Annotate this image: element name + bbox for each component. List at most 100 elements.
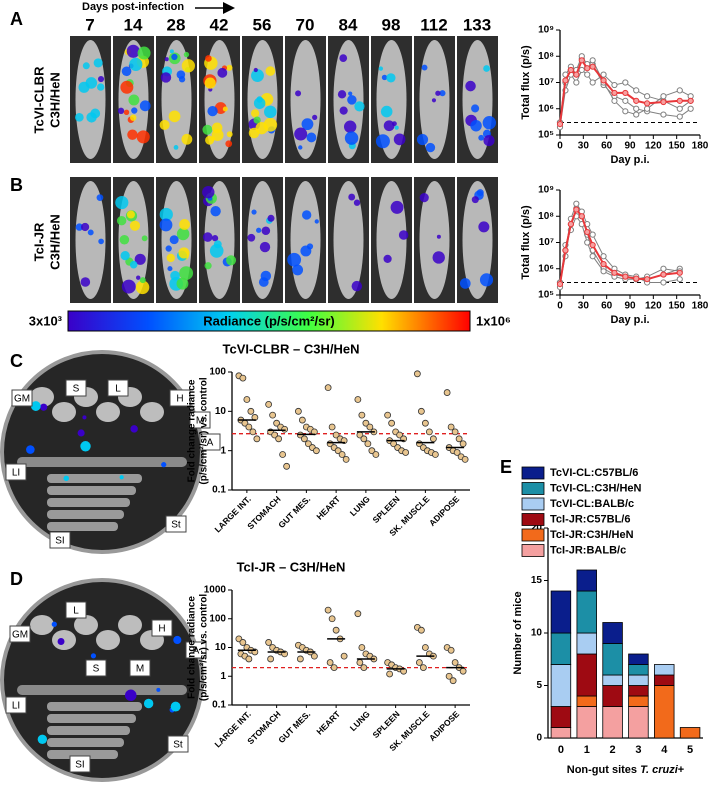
y-tick-label: 1	[220, 445, 226, 456]
signal-blob	[117, 107, 125, 114]
day-label: 28	[167, 15, 186, 34]
intestine	[47, 738, 124, 747]
point	[453, 449, 461, 456]
signal-blob	[205, 135, 215, 145]
signal-blob	[136, 275, 141, 280]
organ-label: GM	[14, 394, 30, 405]
signal-blob	[251, 209, 257, 215]
point	[354, 610, 362, 618]
signal-blob	[202, 185, 215, 199]
signal-blob	[459, 278, 471, 289]
intestine	[47, 714, 136, 723]
signal-blob	[432, 251, 445, 264]
signal-blob	[381, 74, 388, 81]
signal-blob	[156, 687, 161, 692]
point	[584, 228, 591, 236]
point	[388, 419, 396, 427]
signal-blob	[126, 210, 135, 219]
legend-swatch	[521, 544, 545, 557]
point	[245, 423, 253, 431]
signal-blob	[63, 475, 70, 482]
x-tick-label: 120	[645, 141, 662, 152]
y-tick-label: 10⁶	[538, 263, 554, 274]
bar-segment	[602, 706, 623, 739]
point	[676, 269, 683, 276]
point	[687, 105, 694, 112]
bar-segment	[628, 685, 649, 697]
signal-blob	[394, 125, 399, 130]
point	[342, 455, 350, 463]
signal-blob	[173, 145, 179, 150]
point	[573, 200, 580, 207]
panel-label: D	[10, 569, 23, 589]
x-axis-label: Non-gut sites T. cruzi+	[567, 764, 684, 776]
point	[267, 655, 275, 663]
x-tick-label: LARGE INT.	[212, 494, 252, 534]
organ-label-box	[185, 641, 207, 659]
point	[296, 655, 304, 663]
signal-blob	[483, 135, 495, 147]
colorbar-min: 3x10³	[29, 313, 63, 328]
mouse-body	[75, 40, 106, 159]
signal-blob	[471, 196, 479, 204]
signal-blob	[137, 46, 151, 60]
signal-blob	[130, 425, 138, 433]
point	[562, 77, 569, 84]
signal-blob	[98, 238, 104, 245]
point	[676, 113, 683, 120]
organ-label: M	[196, 416, 204, 427]
point	[611, 89, 618, 97]
signal-blob	[435, 90, 441, 96]
point	[660, 98, 667, 106]
panel-label: B	[10, 175, 23, 195]
point	[622, 89, 629, 97]
bar-segment	[654, 664, 675, 676]
signal-blob	[478, 221, 490, 233]
point	[562, 247, 569, 254]
panel-label: C	[10, 351, 23, 371]
signal-blob	[26, 445, 35, 454]
signal-blob	[164, 57, 169, 62]
signal-blob	[171, 53, 178, 61]
x-tick-label: 0	[557, 141, 563, 152]
bar-segment	[628, 674, 649, 686]
bar-segment	[628, 653, 649, 665]
signal-blob	[37, 734, 48, 744]
point	[622, 108, 629, 115]
legend-label: TcVI-CL:C3H/HeN	[550, 482, 642, 494]
point	[676, 87, 683, 94]
signal-blob	[179, 219, 190, 230]
point	[281, 425, 289, 433]
y-tick-label: 20	[531, 523, 543, 534]
organ-label: L	[73, 606, 79, 617]
y-axis-label: Fold change radiance	[187, 596, 198, 699]
x-tick-label: LUNG	[348, 709, 372, 733]
intestine	[47, 486, 136, 495]
chart-title: TcVI-CLBR – C3H/HeN	[222, 341, 359, 356]
y-tick-label: 10	[531, 628, 543, 639]
point	[332, 431, 340, 439]
point	[611, 81, 618, 89]
bar-segment	[576, 706, 597, 739]
x-tick-label: LARGE INT.	[212, 709, 252, 749]
point	[644, 276, 651, 283]
signal-blob	[247, 233, 256, 242]
organ-label-box	[11, 389, 33, 407]
signal-blob	[87, 229, 94, 236]
point	[633, 105, 640, 112]
organ-label-box	[129, 659, 151, 677]
point	[600, 77, 607, 84]
organ	[96, 402, 120, 422]
signal-blob	[398, 230, 409, 240]
point	[461, 455, 469, 463]
signal-blob	[139, 277, 146, 284]
point	[312, 447, 320, 455]
x-axis-label-part: T. cruzi	[640, 764, 679, 776]
point	[243, 396, 251, 403]
x-tick-label: 150	[668, 141, 685, 152]
bar-segment	[576, 632, 597, 655]
signal-blob	[255, 122, 268, 135]
signal-blob	[96, 194, 104, 201]
point	[447, 646, 455, 654]
point	[396, 431, 404, 439]
